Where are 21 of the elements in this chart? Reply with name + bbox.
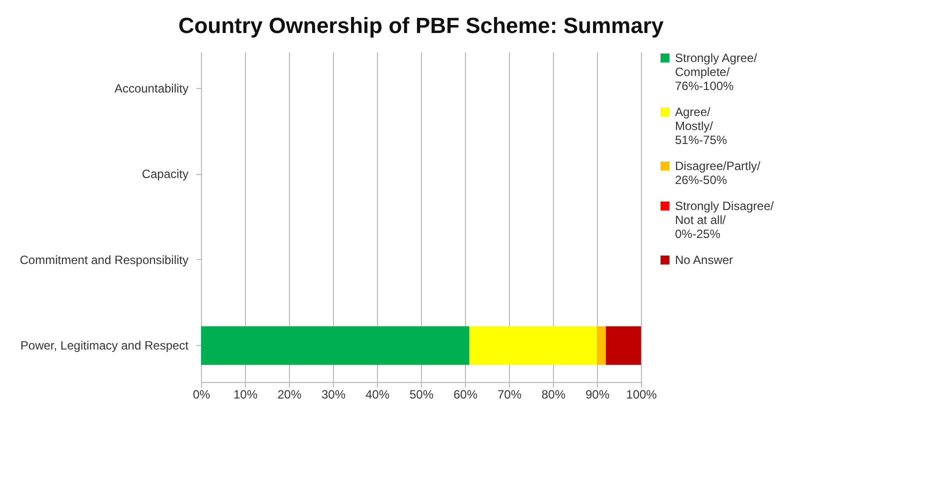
legend-label: Strongly Disagree/ Not at all/ 0%-25% — [675, 199, 774, 241]
x-tick-label: 20% — [277, 388, 302, 402]
x-tick-label: 0% — [192, 388, 210, 402]
x-tick-label: 100% — [626, 388, 658, 402]
x-tick-label: 10% — [233, 388, 258, 402]
legend-label: No Answer — [675, 253, 734, 267]
legend-label: Agree/ Mostly/ 51%-75% — [675, 105, 728, 147]
chart-title: Country Ownership of PBF Scheme: Summary — [178, 13, 664, 38]
legend-label: Strongly Agree/ Complete/ 76%-100% — [675, 51, 758, 93]
x-tick-label: 50% — [409, 388, 434, 402]
x-tick-label: 30% — [321, 388, 346, 402]
x-tick-label: 60% — [453, 388, 478, 402]
y-tick-label: Capacity — [142, 167, 188, 182]
x-tick-label: 90% — [585, 388, 610, 402]
y-tick-label: Accountability — [114, 81, 188, 96]
x-tick-label: 70% — [497, 388, 522, 402]
y-tick-label: Power, Legitimacy and Respect — [20, 338, 190, 353]
legend-label: Disagree/Partly/ 26%-50% — [675, 159, 762, 187]
x-tick-label: 80% — [541, 388, 566, 402]
x-tick-label: 40% — [365, 388, 390, 402]
y-tick-label: Commitment and Responsibility — [20, 252, 188, 267]
